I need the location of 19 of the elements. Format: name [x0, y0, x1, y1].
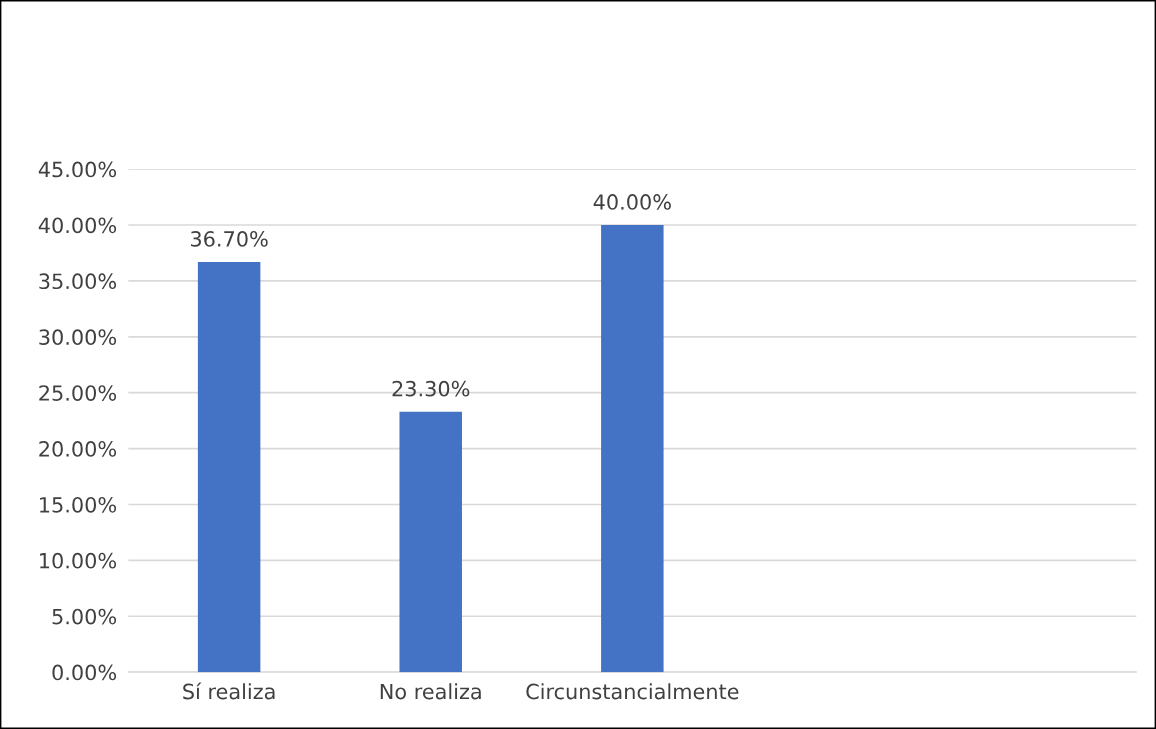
data-label: 36.70% — [190, 231, 268, 247]
y-tick-label: 45.00% — [38, 161, 117, 178]
x-tick-label: No realiza — [380, 683, 481, 700]
y-tick-label: 5.00% — [52, 608, 117, 625]
y-tick-label: 35.00% — [39, 273, 117, 290]
x-tick-label: Circunstancialmente — [526, 683, 739, 700]
bar — [197, 261, 261, 673]
bar — [601, 225, 664, 673]
x-tick-label: Sí realiza — [183, 682, 275, 700]
y-tick-label: 20.00% — [39, 441, 117, 457]
y-tick-label: 10.00% — [40, 552, 117, 569]
data-label: 23.30% — [392, 380, 470, 397]
y-tick-label: 15.00% — [40, 496, 117, 513]
y-tick-label: 40.00% — [38, 217, 117, 234]
bar — [399, 411, 462, 673]
y-tick-label: 30.00% — [39, 329, 117, 346]
data-label: 40.00% — [593, 194, 671, 210]
y-tick-label: 0.00% — [52, 664, 117, 681]
y-tick-label: 25.00% — [39, 385, 117, 401]
